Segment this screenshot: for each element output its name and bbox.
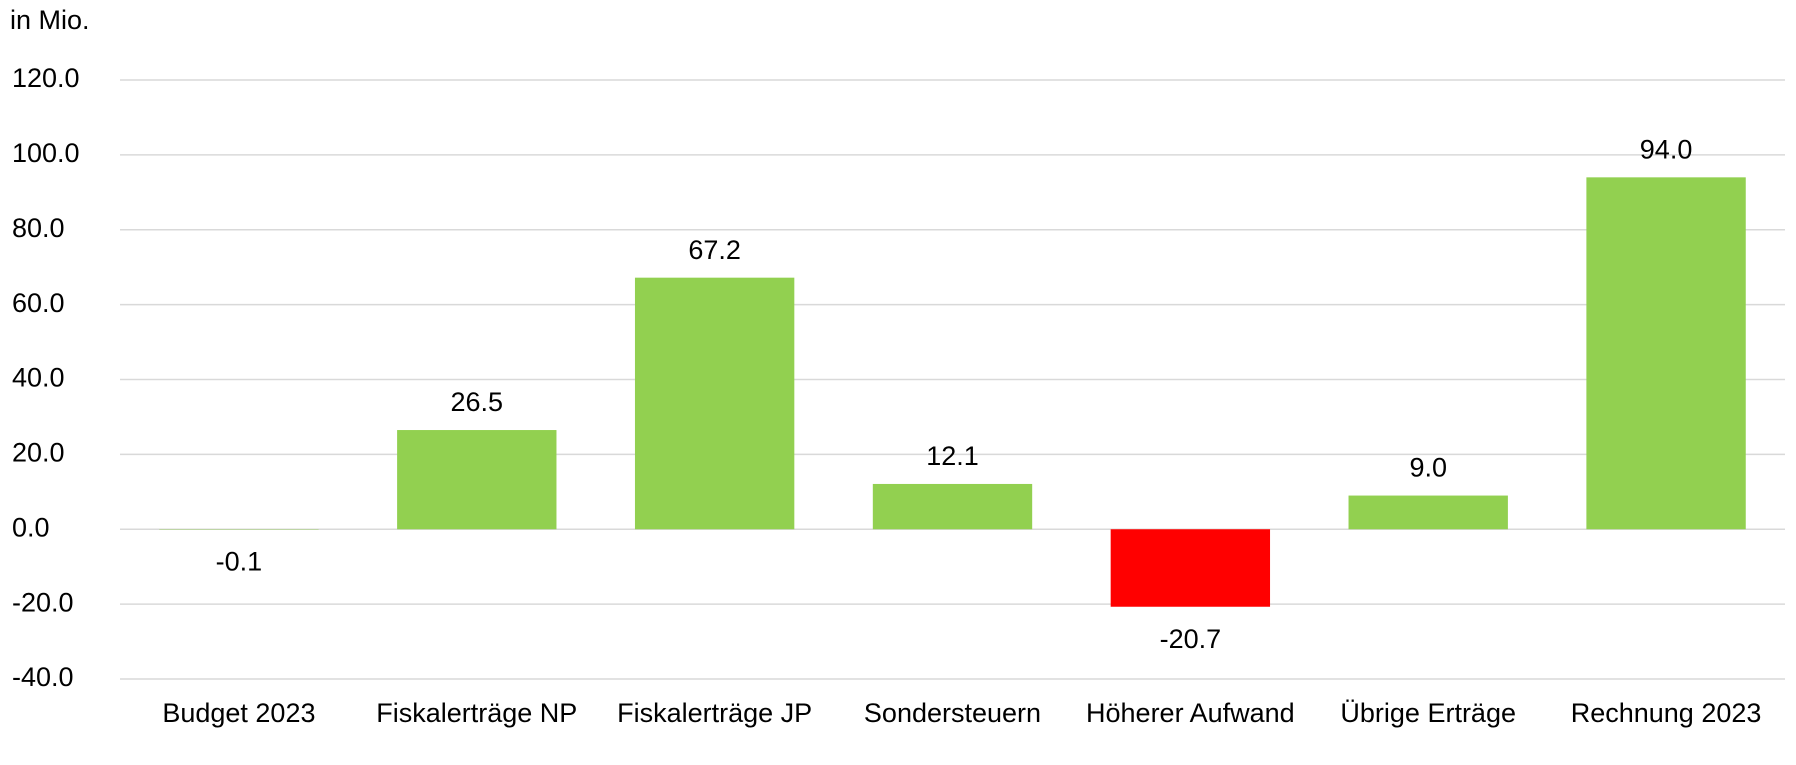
x-tick-label: Rechnung 2023 — [1570, 698, 1762, 728]
y-tick-label: 100.0 — [12, 138, 80, 168]
data-label: 94.0 — [1640, 134, 1693, 164]
y-tick-label: 80.0 — [12, 213, 65, 243]
y-tick-label: -40.0 — [12, 662, 74, 692]
data-label: -20.7 — [1160, 624, 1222, 654]
y-tick-label: 40.0 — [12, 363, 65, 393]
bar — [1110, 529, 1271, 607]
data-label: -0.1 — [216, 547, 263, 577]
x-tick-label: Höherer Aufwand — [1086, 698, 1295, 728]
y-tick-label: 60.0 — [12, 288, 65, 318]
x-tick-label: Fiskalerträge JP — [617, 698, 813, 728]
x-tick-label: Fiskalerträge NP — [376, 698, 578, 728]
y-tick-label: 20.0 — [12, 438, 65, 468]
y-tick-label: -20.0 — [12, 587, 74, 617]
bar — [634, 277, 795, 530]
data-label: 26.5 — [451, 387, 504, 417]
y-axis-label: in Mio. — [10, 5, 90, 35]
data-label: 67.2 — [688, 235, 741, 265]
x-tick-label: Budget 2023 — [162, 698, 316, 728]
x-tick-label: Sondersteuern — [863, 698, 1042, 728]
bar — [1586, 177, 1746, 530]
bar — [1348, 495, 1508, 530]
data-label: 12.1 — [926, 441, 979, 471]
bar — [872, 483, 1033, 530]
data-label: 9.0 — [1409, 453, 1447, 483]
y-tick-label: 120.0 — [12, 63, 80, 93]
x-tick-label: Übrige Erträge — [1340, 698, 1516, 728]
bar — [397, 430, 557, 530]
y-tick-label: 0.0 — [12, 512, 50, 542]
